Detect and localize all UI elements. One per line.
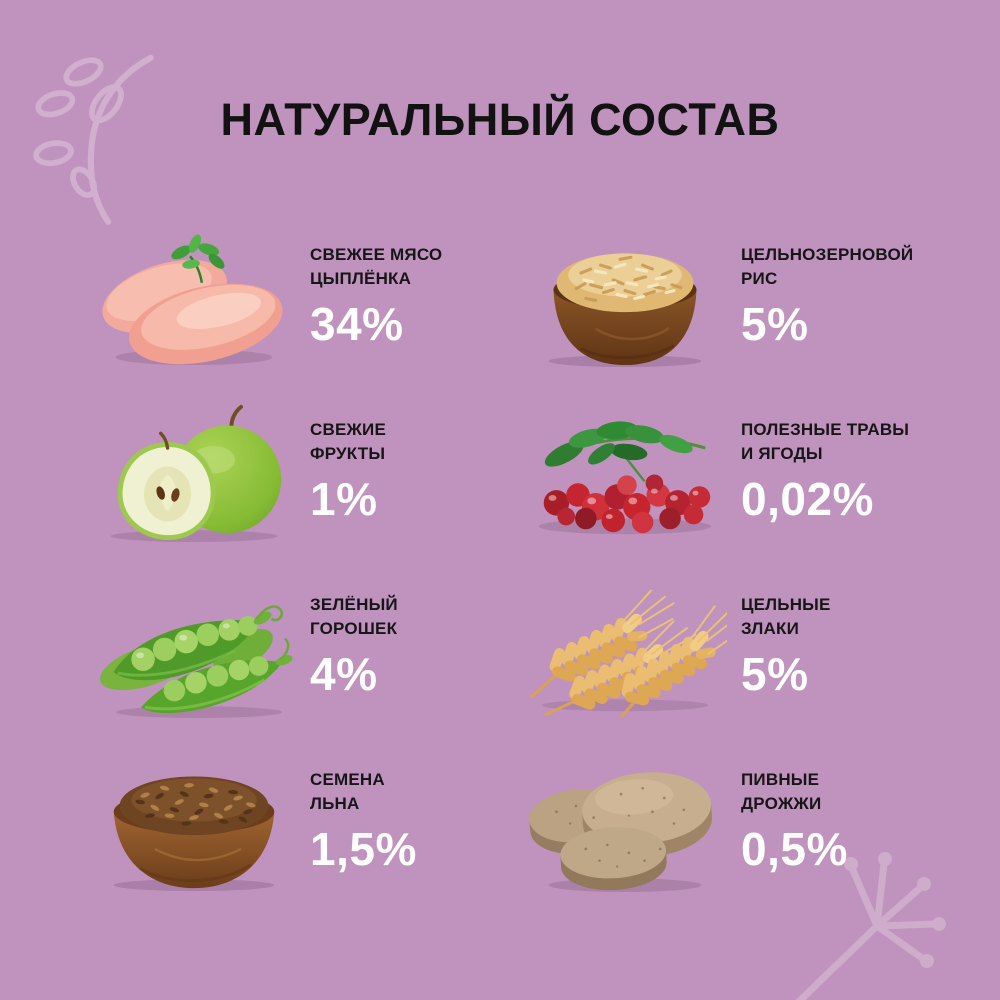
ingredient-label: СВЕЖИЕ ФРУКТЫ xyxy=(310,420,387,463)
wheat-ears-image xyxy=(523,576,727,718)
ingredient-label: ЦЕЛЬНОЗЕРНОВОЙ РИС xyxy=(741,245,914,288)
ingredient-text: ЗЕЛЁНЫЙ ГОРОШЕК 4% xyxy=(310,593,483,701)
ingredient-text: ЦЕЛЬНЫЕ ЗЛАКИ 5% xyxy=(741,593,914,701)
ingredient-percent: 0,02% xyxy=(741,472,874,525)
ingredient-percent: 1,5% xyxy=(310,822,417,875)
flax-seeds-bowl-image xyxy=(92,751,296,893)
green-apple-image xyxy=(92,401,296,543)
ingredient-label: СВЕЖЕЕ МЯСО ЦЫПЛЁНКА xyxy=(310,245,443,288)
ingredient-percent: 5% xyxy=(741,297,809,350)
ingredient-text: ЦЕЛЬНОЗЕРНОВОЙ РИС 5% xyxy=(741,243,914,351)
ingredient-item-rice: ЦЕЛЬНОЗЕРНОВОЙ РИС 5% xyxy=(523,226,914,368)
ingredient-percent: 1% xyxy=(310,472,378,525)
ingredient-percent: 34% xyxy=(310,297,404,350)
ingredient-item-chicken: СВЕЖЕЕ МЯСО ЦЫПЛЁНКА 34% xyxy=(92,226,483,368)
ingredient-percent: 5% xyxy=(741,647,809,700)
ingredient-label: ПОЛЕЗНЫЕ ТРАВЫ И ЯГОДЫ xyxy=(741,420,910,463)
green-peas-image xyxy=(92,576,296,718)
ingredient-item-flax: СЕМЕНА ЛЬНА 1,5% xyxy=(92,751,483,893)
ingredient-text: СВЕЖЕЕ МЯСО ЦЫПЛЁНКА 34% xyxy=(310,243,483,351)
ingredient-percent: 0,5% xyxy=(741,822,848,875)
ingredient-text: СВЕЖИЕ ФРУКТЫ 1% xyxy=(310,418,483,526)
ingredient-item-grains: ЦЕЛЬНЫЕ ЗЛАКИ 5% xyxy=(523,576,914,718)
yeast-tablets-image xyxy=(523,751,727,893)
ingredient-item-herbs-berries: ПОЛЕЗНЫЕ ТРАВЫ И ЯГОДЫ 0,02% xyxy=(523,401,914,543)
ingredient-item-fruits: СВЕЖИЕ ФРУКТЫ 1% xyxy=(92,401,483,543)
ingredient-item-peas: ЗЕЛЁНЫЙ ГОРОШЕК 4% xyxy=(92,576,483,718)
ingredient-item-yeast: ПИВНЫЕ ДРОЖЖИ 0,5% xyxy=(523,751,914,893)
ingredient-text: ПИВНЫЕ ДРОЖЖИ 0,5% xyxy=(741,768,914,876)
ingredient-percent: 4% xyxy=(310,647,378,700)
ingredient-label: ПИВНЫЕ ДРОЖЖИ xyxy=(741,770,822,813)
chicken-meat-image xyxy=(92,226,296,368)
ingredient-label: СЕМЕНА ЛЬНА xyxy=(310,770,385,813)
ingredient-text: СЕМЕНА ЛЬНА 1,5% xyxy=(310,768,483,876)
herbs-berries-image xyxy=(523,401,727,543)
ingredient-text: ПОЛЕЗНЫЕ ТРАВЫ И ЯГОДЫ 0,02% xyxy=(741,418,914,526)
rice-bowl-image xyxy=(523,226,727,368)
ingredient-label: ЦЕЛЬНЫЕ ЗЛАКИ xyxy=(741,595,831,638)
ingredient-label: ЗЕЛЁНЫЙ ГОРОШЕК xyxy=(310,595,398,638)
page-title: НАТУРАЛЬНЫЙ СОСТАВ xyxy=(220,94,780,145)
ingredients-grid: СВЕЖЕЕ МЯСО ЦЫПЛЁНКА 34% xyxy=(92,226,914,893)
